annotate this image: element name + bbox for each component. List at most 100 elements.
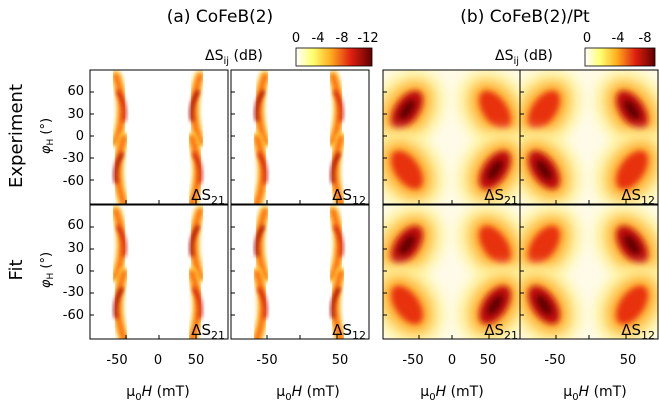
panel-title-b: (b) CoFeB(2)/Pt	[460, 7, 590, 27]
x-tick-label: 0	[154, 353, 162, 368]
y-ticks-top: 60 30 0 -30 -60	[63, 84, 84, 189]
panel-tag: ΔS12	[332, 321, 366, 342]
resonance-lobe	[520, 70, 582, 151]
panel-content	[251, 205, 347, 339]
resonance-arc-core	[333, 90, 344, 122]
resonance-arc	[115, 270, 127, 339]
resonance-arc-core	[330, 287, 341, 319]
lobe-core	[528, 90, 560, 130]
panel-tag: ΔS21	[191, 321, 225, 342]
x-tick-label: -50	[544, 353, 565, 368]
lobe-peak	[486, 294, 504, 316]
x-axis-label: μ0H (mT)	[420, 384, 483, 403]
panel-content	[520, 70, 658, 204]
resonance-arc	[189, 270, 201, 339]
lobe-core	[391, 150, 423, 190]
y-tick-label: 60	[67, 84, 84, 99]
resonance-arc-core	[116, 90, 127, 122]
resonance-lobe	[383, 205, 445, 286]
panel-tag: ΔS21	[191, 186, 225, 207]
lobe-core	[616, 285, 648, 325]
resonance-lobe	[520, 264, 582, 339]
resonance-lobe	[457, 70, 521, 151]
resonance-lobe	[457, 264, 521, 339]
resonance-arc-core	[189, 225, 200, 257]
y-tick-label: 0	[76, 263, 84, 278]
x-axis-label: μ0H (mT)	[276, 384, 339, 403]
y-tick-label: 30	[67, 241, 84, 256]
x-tick-label: 50	[620, 353, 637, 368]
resonance-arc	[332, 135, 344, 204]
resonance-arc-core	[113, 287, 124, 319]
panel-content	[110, 70, 206, 204]
colorbar-b-tick: 0	[583, 31, 591, 46]
resonance-lobe	[457, 129, 521, 204]
heatmap-panel-a-fit-s12: ΔS12	[230, 204, 370, 342]
colorbar-a-tick: -8	[336, 31, 349, 46]
x-tick-label: 50	[188, 353, 205, 368]
resonance-lobe	[594, 205, 658, 286]
resonance-arc	[254, 135, 266, 204]
heatmap-panel-b-fit-s21: ΔS21	[382, 204, 522, 342]
lobe-core	[391, 285, 423, 325]
resonance-arc-core	[330, 152, 341, 184]
lobe-peak	[623, 234, 641, 256]
x-axis-label: μ0H (mT)	[563, 384, 626, 403]
y-tick-label: -30	[63, 285, 84, 300]
heatmap-panel-b-experiment-s21: ΔS21	[382, 69, 522, 207]
colorbar-a-label: ΔSij (dB)	[205, 48, 263, 67]
y-axis-label-bottom: φH (°)	[39, 252, 56, 288]
lobe-core	[479, 90, 511, 130]
lobe-peak	[398, 234, 416, 256]
resonance-arc-core	[333, 225, 344, 257]
resonance-arc	[330, 208, 342, 280]
resonance-lobe	[594, 129, 658, 204]
lobe-peak	[486, 159, 504, 181]
resonance-arc	[113, 208, 125, 280]
resonance-arc	[256, 73, 268, 145]
resonance-arc-core	[257, 287, 268, 319]
colorbar-a-tick: -4	[312, 31, 325, 46]
lobe-peak	[398, 99, 416, 121]
x-tick-label: -50	[402, 353, 423, 368]
y-tick-label: 0	[76, 129, 84, 144]
y-tick-label: -60	[63, 174, 84, 189]
resonance-arc	[332, 270, 344, 339]
resonance-arc-core	[192, 152, 203, 184]
lobe-peak	[535, 294, 553, 316]
resonance-arc-core	[192, 287, 203, 319]
resonance-lobe	[383, 264, 445, 339]
resonance-arc	[191, 208, 203, 280]
y-tick-label: -30	[63, 151, 84, 166]
resonance-arc	[191, 73, 203, 145]
resonance-lobe	[383, 129, 445, 204]
colorbar-b-tick: -4	[612, 31, 625, 46]
y-axis-label-top: φH (°)	[39, 118, 56, 154]
y-tick-label: 30	[67, 107, 84, 122]
colorbar-a-tick: 0	[292, 31, 300, 46]
y-tick-label: -60	[63, 308, 84, 323]
panel-tag: ΔS12	[621, 321, 655, 342]
panel-content	[383, 205, 521, 339]
resonance-lobe	[520, 205, 582, 286]
panel-content	[383, 70, 521, 204]
heatmap-panel-a-fit-s21: ΔS21	[89, 204, 229, 342]
colorbar-a-tick: -12	[357, 31, 378, 46]
x-tick-label: -50	[256, 353, 277, 368]
colorbar-b-tick: -8	[639, 31, 652, 46]
panel-background	[90, 205, 228, 339]
resonance-arc-core	[254, 90, 265, 122]
heatmap-panel-a-experiment-s12: ΔS12	[230, 69, 370, 207]
panel-tag: ΔS21	[484, 186, 518, 207]
resonance-arc-core	[254, 225, 265, 257]
colorbar-b-gradient	[584, 47, 656, 67]
resonance-arc-core	[257, 152, 268, 184]
heatmap-panel-b-fit-s12: ΔS12	[519, 204, 659, 342]
panel-title-a: (a) CoFeB(2)	[167, 7, 273, 27]
resonance-arc	[115, 135, 127, 204]
panel-tag: ΔS12	[621, 186, 655, 207]
panel-tag: ΔS12	[332, 186, 366, 207]
panel-content	[251, 70, 347, 204]
resonance-arc-core	[113, 152, 124, 184]
